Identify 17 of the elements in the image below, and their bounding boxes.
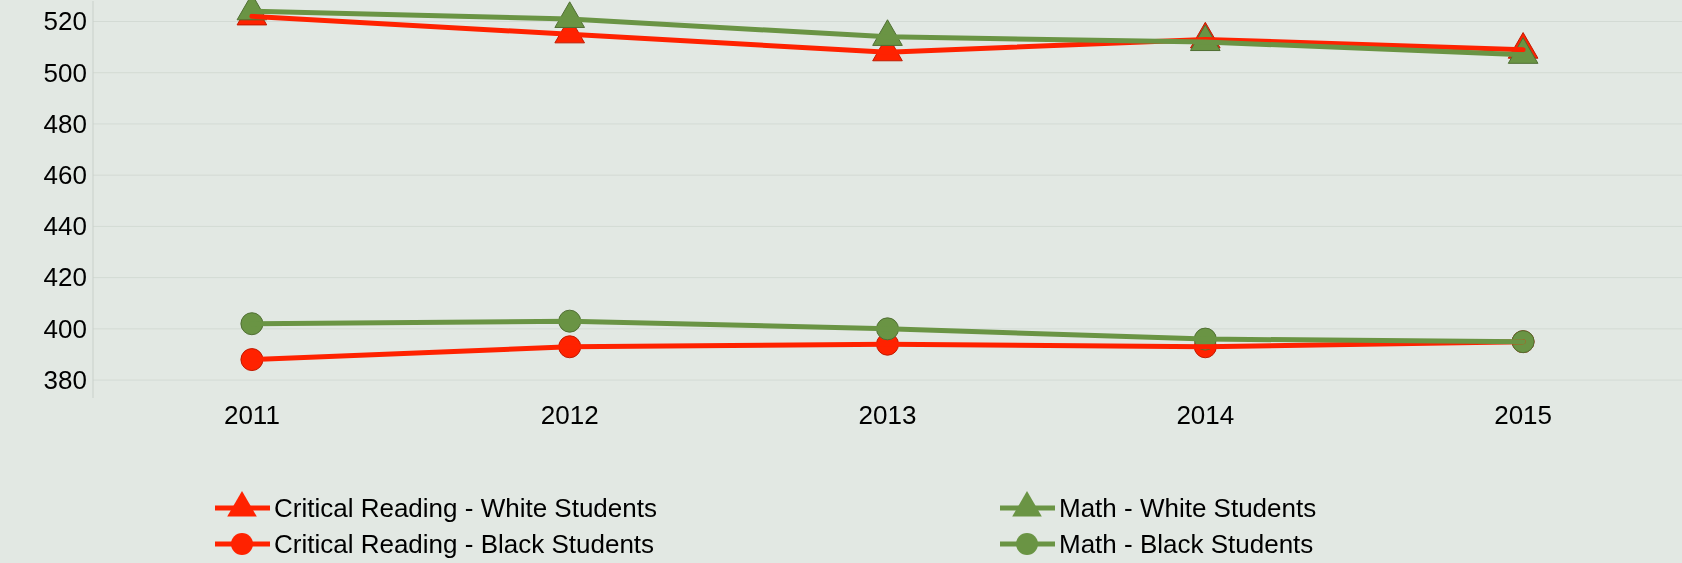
y-tick-label: 520 xyxy=(43,6,87,37)
y-tick-label: 500 xyxy=(43,57,87,88)
legend-label: Math - Black Students xyxy=(1059,529,1314,560)
x-tick-label: 2013 xyxy=(858,400,917,431)
x-tick-label: 2011 xyxy=(223,400,280,431)
y-tick-label: 420 xyxy=(43,262,87,293)
legend-label: Math - White Students xyxy=(1059,493,1317,524)
legend-label: Critical Reading - Black Students xyxy=(274,529,655,560)
legend-label: Critical Reading - White Students xyxy=(274,493,657,524)
x-tick-label: 2015 xyxy=(1494,400,1553,431)
x-tick-label: 2012 xyxy=(540,400,599,431)
y-tick-label: 460 xyxy=(43,159,87,190)
y-tick-label: 380 xyxy=(43,364,87,395)
y-tick-label: 480 xyxy=(43,108,87,139)
y-tick-label: 400 xyxy=(43,313,87,344)
x-tick-label: 2014 xyxy=(1176,400,1235,431)
y-tick-label: 440 xyxy=(43,211,87,242)
